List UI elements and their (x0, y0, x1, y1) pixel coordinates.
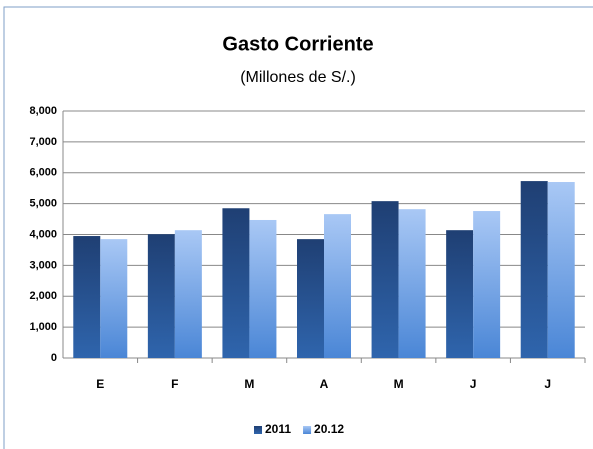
y-tick-label: 3,000 (29, 259, 57, 271)
y-tick-label: 0 (51, 352, 57, 364)
x-tick-label: J (544, 377, 551, 391)
bar (473, 211, 501, 358)
bar (324, 214, 351, 358)
frame (3, 6, 593, 449)
legend-swatch (254, 426, 262, 434)
x-tick-label: M (244, 377, 254, 391)
legend-label: 20.12 (314, 422, 344, 436)
bar (371, 201, 399, 358)
bar (297, 239, 324, 358)
legend-swatch (303, 426, 312, 434)
bar (547, 182, 575, 358)
bar (174, 230, 202, 358)
bar (147, 234, 175, 358)
bar (73, 236, 101, 358)
legend-label: 2011 (265, 422, 291, 436)
chart-subtitle: (Millones de S/.) (240, 69, 356, 86)
x-tick-label: E (96, 377, 104, 391)
chart-title: Gasto Corriente (222, 33, 373, 55)
bar (222, 208, 250, 358)
y-tick-label: 1,000 (29, 321, 57, 333)
y-tick-label: 5,000 (29, 198, 57, 210)
bar (100, 239, 128, 358)
bar (520, 181, 548, 358)
y-tick-label: 4,000 (29, 228, 57, 240)
bar (249, 219, 277, 358)
x-tick-label: J (470, 377, 477, 391)
x-tick-label: F (171, 377, 178, 391)
x-tick-label: A (320, 377, 329, 391)
y-tick-label: 6,000 (29, 167, 57, 179)
bar (446, 230, 474, 358)
y-tick-label: 7,000 (29, 136, 57, 148)
y-tick-label: 8,000 (29, 105, 57, 117)
y-tick-label: 2,000 (29, 290, 57, 302)
bar (398, 209, 426, 358)
x-tick-label: M (394, 377, 404, 391)
